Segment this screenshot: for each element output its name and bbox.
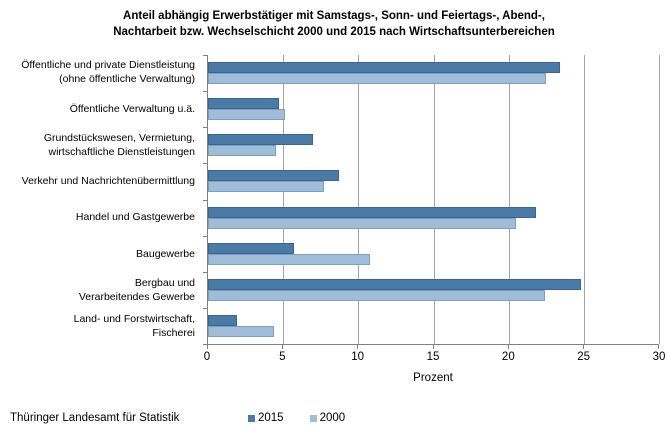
category-label: Verkehr und Nachrichtenübermittlung — [21, 175, 195, 188]
bar-2015 — [208, 314, 237, 326]
y-tick-3 — [203, 163, 207, 165]
gridline-5 — [283, 55, 285, 344]
bar-row — [208, 91, 659, 127]
plot-area — [203, 55, 660, 349]
bar-2000 — [208, 73, 547, 84]
bar-2015 — [208, 170, 339, 182]
x-tick-15 — [432, 345, 434, 349]
x-tick-label-5: 5 — [279, 351, 286, 363]
bar-row — [208, 127, 659, 163]
category-label: Land- und Forstwirtschaft, Fischerei — [73, 313, 195, 339]
legend-swatch-icon — [248, 414, 255, 422]
x-tick-0 — [207, 345, 208, 349]
x-tick-label-30: 30 — [652, 351, 666, 363]
x-tick-label-10: 10 — [351, 351, 365, 363]
bar-2015 — [208, 62, 560, 73]
x-tick-label-0: 0 — [203, 351, 211, 363]
gridline-15 — [433, 55, 435, 344]
bar-2000 — [208, 253, 371, 265]
bar-row — [208, 272, 659, 308]
bar-row — [208, 200, 659, 236]
bar-2015 — [208, 134, 314, 146]
bar-2000 — [208, 181, 324, 193]
source-label: Thüringer Landesamt für Statistik — [10, 412, 180, 424]
legend-label: 2000 — [319, 412, 346, 424]
category-label: Grundstückswesen, Vermietung, wirtschaft… — [43, 131, 195, 158]
x-axis-title: Prozent — [413, 372, 453, 384]
x-tick-20 — [507, 345, 509, 349]
legend: 2015 2000 — [248, 412, 345, 424]
legend-item-2000: 2000 — [309, 412, 346, 424]
x-axis-tick-labels: 0 5 10 15 20 25 30 — [203, 351, 666, 365]
x-tick-label-20: 20 — [501, 351, 515, 363]
bar-2015 — [208, 206, 536, 218]
bar-2000 — [208, 325, 275, 337]
x-tick-label-15: 15 — [426, 351, 440, 363]
bar-2000 — [208, 145, 276, 157]
category-label: Bergbau und Verarbeitendes Gewerbe — [78, 276, 195, 303]
bar-2015 — [208, 278, 581, 290]
bar-row — [208, 163, 659, 199]
gridline-25 — [583, 55, 585, 344]
bar-2000 — [208, 217, 517, 229]
y-tick-7 — [203, 307, 207, 309]
legend-item-2015: 2015 — [248, 412, 284, 424]
category-label: Öffentliche und private Dienstleistung (… — [21, 59, 195, 86]
x-tick-30 — [658, 345, 659, 349]
gridline-30 — [659, 55, 660, 344]
category-axis-labels: Öffentliche und private Dienstleistung (… — [0, 55, 201, 345]
legend-swatch-icon — [309, 414, 317, 422]
x-tick-5 — [282, 345, 284, 349]
y-tick-0 — [203, 55, 207, 56]
y-tick-4 — [203, 199, 207, 201]
bar-2000 — [208, 289, 545, 301]
bar-2015 — [208, 98, 279, 110]
gridline-20 — [508, 55, 510, 344]
bar-rows — [208, 55, 659, 344]
bar-row — [208, 308, 659, 344]
category-label: Baugewerbe — [136, 247, 195, 260]
bar-row — [208, 55, 659, 91]
gridline-10 — [358, 55, 360, 344]
y-tick-6 — [203, 271, 207, 273]
legend-label: 2015 — [258, 412, 284, 424]
y-tick-2 — [203, 127, 207, 129]
chart-title: Anteil abhängig Erwerbstätiger mit Samst… — [113, 10, 555, 39]
x-tick-label-25: 25 — [577, 351, 591, 363]
bar-2015 — [208, 242, 294, 254]
bar-2000 — [208, 109, 285, 121]
x-tick-25 — [582, 345, 584, 349]
category-label: Handel und Gastgewerbe — [75, 211, 195, 224]
category-label: Öffentliche Verwaltung u.ä. — [69, 102, 195, 115]
y-tick-1 — [203, 91, 207, 93]
x-tick-10 — [357, 345, 359, 349]
y-tick-8 — [203, 344, 207, 345]
y-tick-5 — [203, 235, 207, 237]
footer: Thüringer Landesamt für Statistik 2015 20… — [0, 411, 668, 427]
bar-row — [208, 236, 659, 272]
